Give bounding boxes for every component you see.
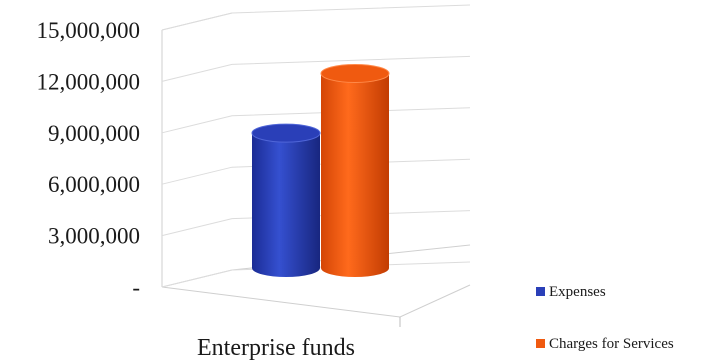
legend-label: Charges for Services [549,336,674,352]
y-axis-tick-labels: - 3,000,000 6,000,000 9,000,000 12,000,000 15… [37,18,141,300]
y-tick-label: 12,000,000 [37,69,141,94]
x-axis-category-labels: Enterprise funds [197,335,355,361]
bar-charges-for-services [320,63,390,278]
gridline [161,107,471,134]
cylinder-top [251,123,321,143]
legend-label: Expenses [549,284,606,300]
legend-item: Expenses [536,284,606,300]
cylinder-body [252,133,320,277]
legend: Expenses Charges for Services [536,284,674,352]
y-tick-label: 6,000,000 [48,172,140,197]
x-category-label: Enterprise funds [197,335,355,361]
gridline [161,158,471,185]
y-tick-label: 15,000,000 [37,18,141,43]
cylinder-top [320,63,390,83]
bars [251,63,390,278]
legend-item: Charges for Services [536,336,674,352]
gridline [161,4,471,31]
gridline [161,55,471,82]
cylinder-body [321,73,389,278]
gridline [161,261,471,288]
y-tick-label: 3,000,000 [48,224,140,249]
legend-swatch [536,287,545,296]
gridline [161,210,471,237]
legend-swatch [536,339,545,348]
y-tick-label: - [132,275,140,300]
gridlines [161,4,471,288]
bar-expenses [251,123,321,277]
y-tick-label: 9,000,000 [48,121,140,146]
floor-front-edge [161,284,471,318]
